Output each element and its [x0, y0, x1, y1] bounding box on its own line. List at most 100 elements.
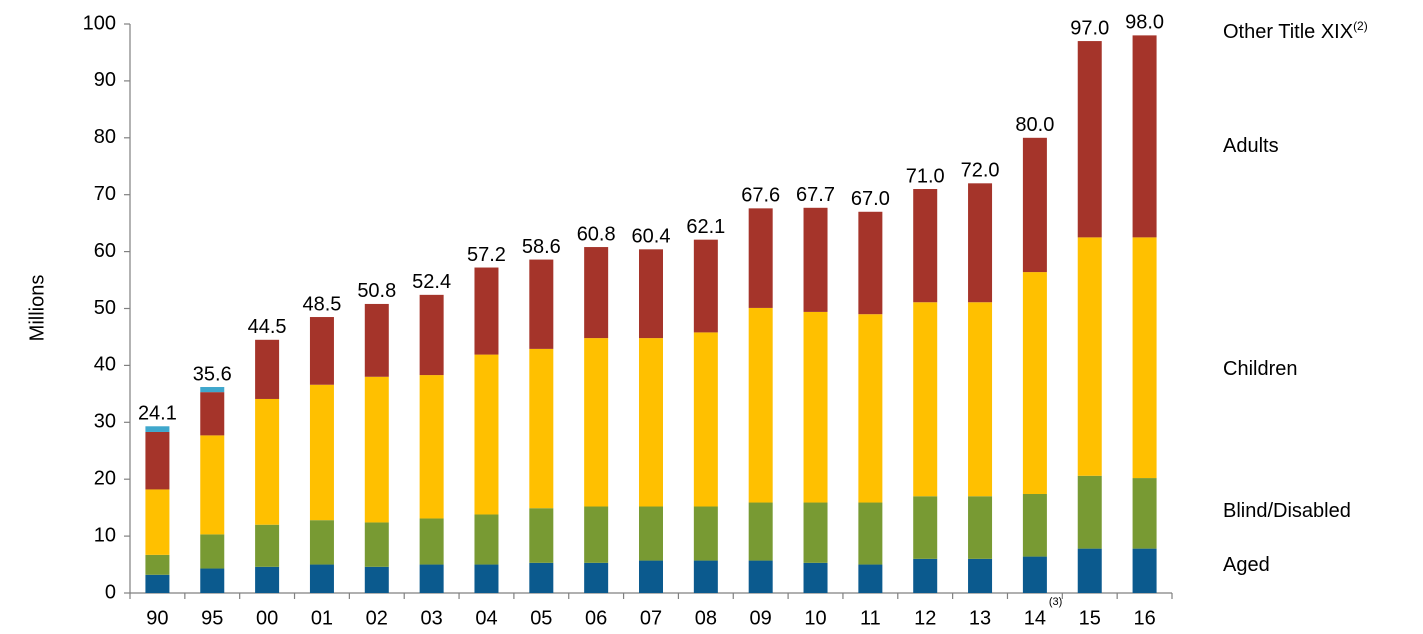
bar-segment [364, 376, 389, 523]
x-tick-label: 02 [366, 607, 388, 629]
legend-name: Aged [1223, 554, 1270, 576]
x-tick-label: 15 [1079, 607, 1101, 629]
total-label: 52.4 [412, 271, 451, 293]
legend-label: Adults [1223, 135, 1279, 157]
bar-segment [364, 566, 389, 593]
bar-segment [913, 558, 938, 593]
y-tick-label: 60 [94, 240, 116, 262]
bar-segment [803, 311, 828, 503]
y-tick-label: 0 [105, 581, 116, 603]
bar-segment [803, 562, 828, 593]
bar-segment [364, 522, 389, 567]
bar-segment [858, 211, 883, 315]
bar-segment [639, 560, 663, 593]
legend-note: (2) [1353, 19, 1368, 33]
bar-segment [1132, 548, 1157, 593]
y-tick-label: 80 [94, 126, 116, 148]
x-tick-label: 06 [585, 607, 607, 629]
bar-segment [748, 502, 773, 561]
x-tick-label: 11 [860, 607, 881, 629]
legend-label: Blind/Disabled [1223, 500, 1351, 522]
y-tick-label: 70 [94, 183, 116, 205]
bar-segment [584, 506, 609, 563]
bar-segment [529, 508, 554, 563]
total-label: 67.7 [796, 184, 835, 206]
bar-segment [529, 259, 554, 349]
bar-segment [803, 502, 828, 563]
bar-segment [364, 303, 389, 377]
bar-segment [145, 574, 170, 593]
bar-segment [529, 562, 554, 593]
bar-segment [748, 560, 773, 593]
legend-label: Aged [1223, 554, 1270, 576]
bar-segment [803, 207, 828, 312]
bar-segment [748, 208, 773, 308]
x-tick-label: 10 [804, 607, 826, 629]
total-label: 98.0 [1125, 12, 1164, 34]
total-label: 24.1 [138, 403, 177, 425]
bar-segment [1132, 237, 1157, 479]
total-label: 62.1 [686, 216, 725, 238]
total-label: 60.4 [632, 226, 671, 248]
bar-segment [1077, 475, 1102, 549]
x-tick-label: 14 [1024, 607, 1046, 629]
bar-segment [474, 514, 499, 565]
total-label: 50.8 [357, 280, 396, 302]
bar-segment [858, 564, 883, 593]
bar-segment [255, 566, 280, 593]
x-tick-label: 09 [750, 607, 772, 629]
y-tick-label: 100 [83, 12, 116, 34]
bar-segment [693, 239, 718, 333]
bar-segment [419, 294, 444, 376]
bar-segment [1132, 478, 1157, 549]
x-tick-label: 07 [640, 607, 662, 629]
bar-segment [309, 317, 334, 385]
bar-segment [693, 560, 718, 593]
bar-segment [1022, 137, 1047, 273]
bar-segment [639, 506, 663, 561]
x-tick-label: 08 [695, 607, 717, 629]
legend-name: Blind/Disabled [1223, 500, 1351, 522]
bar-segment [1132, 35, 1157, 238]
legend-name: Other Title XIX [1223, 21, 1353, 43]
bar-segment [693, 332, 718, 507]
x-tick-label: 05 [530, 607, 552, 629]
x-tick-label: 03 [421, 607, 443, 629]
bar-segment [255, 339, 280, 399]
bar-segment [858, 502, 883, 565]
y-tick-label: 30 [94, 411, 116, 433]
legend-label: Children [1223, 358, 1297, 380]
x-tick-label: 00 [256, 607, 278, 629]
bar-segment [200, 387, 225, 393]
legend-name: Children [1223, 358, 1297, 380]
bar-segment [913, 302, 938, 497]
bar-segment [474, 354, 499, 515]
bar-segment [145, 489, 170, 555]
bar-segment [1077, 548, 1102, 593]
bar-segment [200, 435, 225, 535]
bar-segment [474, 564, 499, 593]
bar-segment [255, 398, 280, 525]
bar-segment [529, 348, 554, 509]
bar-segment [748, 307, 773, 503]
total-label: 44.5 [248, 316, 287, 338]
bar-segment [145, 431, 170, 490]
category-note: (3) [1049, 596, 1062, 608]
total-label: 97.0 [1070, 17, 1109, 39]
y-axis-label: Millions [26, 275, 48, 342]
bar-segment [474, 267, 499, 355]
bar-segment [968, 183, 993, 303]
bar-segment [255, 524, 280, 567]
y-tick-label: 20 [94, 467, 116, 489]
bar-segment [1022, 272, 1047, 494]
bar-segment [968, 558, 993, 593]
bar-segment [858, 314, 883, 503]
total-label: 71.0 [906, 165, 945, 187]
bar-segment [584, 562, 609, 593]
bar-segment [584, 338, 609, 507]
total-label: 80.0 [1015, 114, 1054, 136]
bar-segment [1077, 41, 1102, 238]
x-tick-label: 95 [201, 607, 223, 629]
y-tick-label: 90 [94, 69, 116, 91]
